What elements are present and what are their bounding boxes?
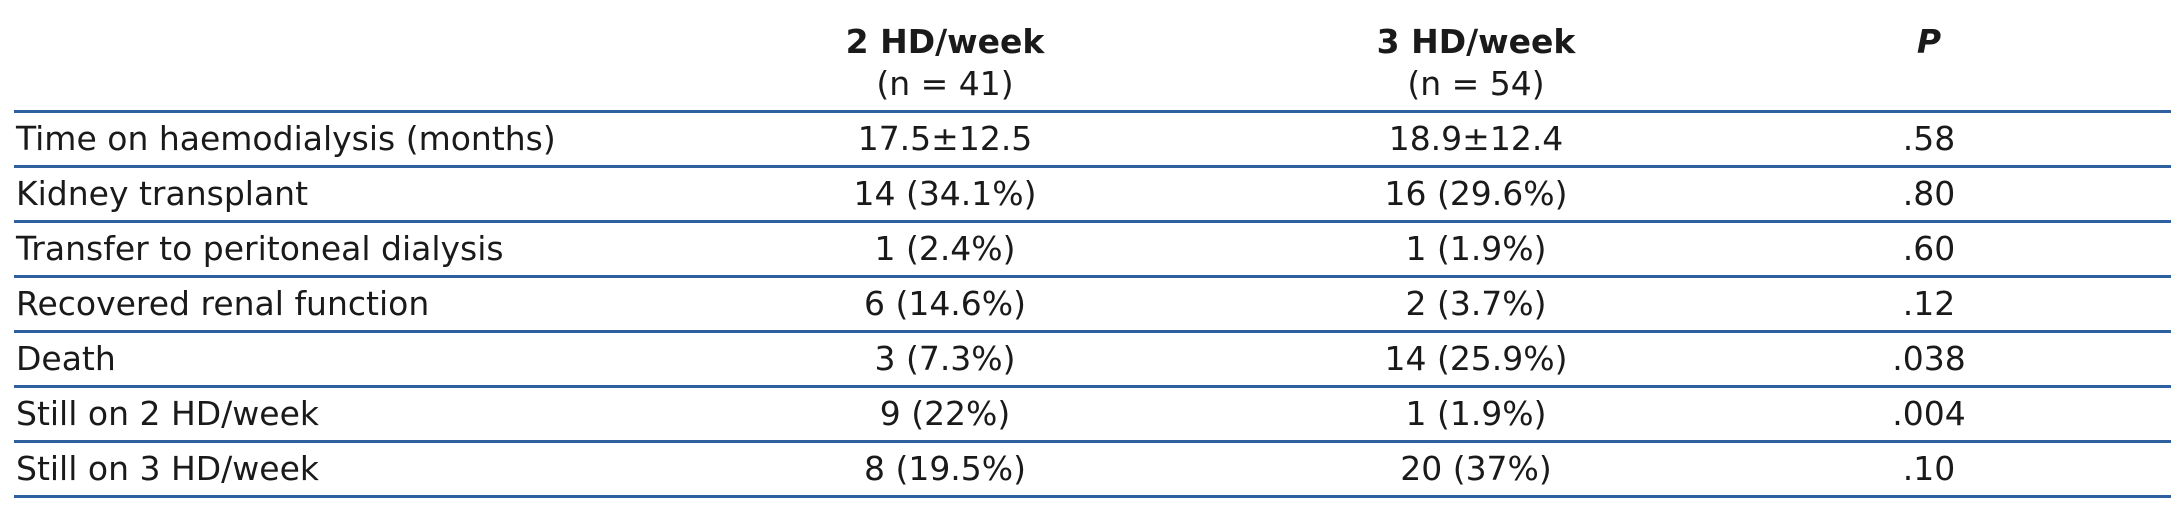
- row-value: 9 (22%): [879, 394, 1011, 433]
- column-title: 2 HD/week: [845, 22, 1045, 61]
- row-value: 16 (29.6%): [1384, 174, 1568, 213]
- row-value: 2 (3.7%): [1405, 284, 1547, 323]
- row-label: Kidney transplant: [16, 174, 309, 213]
- row-rule: [14, 330, 2171, 333]
- row-rule: [14, 440, 2171, 443]
- row-label: Time on haemodialysis (months): [16, 119, 556, 158]
- header-rule: [14, 110, 2171, 113]
- row-rule: [14, 165, 2171, 168]
- row-label: Still on 2 HD/week: [16, 394, 320, 433]
- row-value: 1 (1.9%): [1405, 394, 1547, 433]
- column-subtitle: (n = 41): [876, 64, 1014, 103]
- row-value: 18.9±12.4: [1388, 119, 1564, 158]
- row-label: Transfer to peritoneal dialysis: [16, 229, 504, 268]
- column-subtitle: (n = 54): [1407, 64, 1545, 103]
- row-value: .60: [1902, 229, 1956, 268]
- column-title: P: [1916, 22, 1942, 61]
- row-value: 20 (37%): [1400, 449, 1552, 488]
- row-value: 1 (1.9%): [1405, 229, 1547, 268]
- row-rule: [14, 220, 2171, 223]
- row-value: 14 (25.9%): [1384, 339, 1568, 378]
- row-value: .12: [1902, 284, 1956, 323]
- row-value: .004: [1892, 394, 1966, 433]
- row-label: Still on 3 HD/week: [16, 449, 320, 488]
- row-value: 1 (2.4%): [874, 229, 1016, 268]
- row-value: 8 (19.5%): [863, 449, 1027, 488]
- row-label: Recovered renal function: [16, 284, 430, 323]
- row-value: 17.5±12.5: [857, 119, 1033, 158]
- row-value: 6 (14.6%): [863, 284, 1027, 323]
- row-rule: [14, 275, 2171, 278]
- row-value: .80: [1902, 174, 1956, 213]
- row-label: Death: [16, 339, 116, 378]
- row-value: 3 (7.3%): [874, 339, 1016, 378]
- row-value: .10: [1902, 449, 1956, 488]
- row-rule: [14, 385, 2171, 388]
- row-value: .038: [1892, 339, 1966, 378]
- row-value: .58: [1902, 119, 1956, 158]
- row-value: 14 (34.1%): [853, 174, 1037, 213]
- row-rule: [14, 495, 2171, 498]
- column-title: 3 HD/week: [1376, 22, 1576, 61]
